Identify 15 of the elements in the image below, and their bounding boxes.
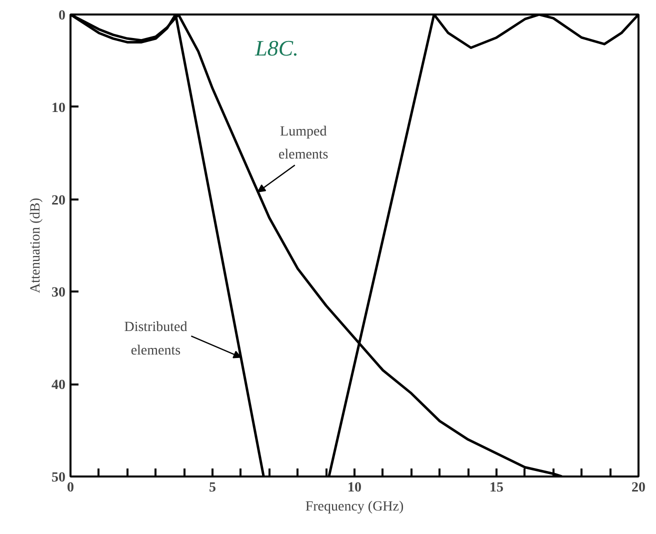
annotation: Distributed elements — [124, 320, 188, 358]
y-tick-label: 40 — [52, 378, 66, 394]
annotation: Lumped elements — [278, 124, 328, 162]
y-axis-title: Attenuation (dB) — [28, 198, 44, 294]
x-axis-title: Frequency (GHz) — [305, 500, 404, 514]
x-tick-label: 10 — [348, 480, 362, 496]
y-tick-label: 50 — [52, 470, 66, 486]
y-tick-label: 20 — [52, 193, 66, 208]
x-tick-label: 20 — [632, 480, 646, 496]
y-tick-label: 30 — [52, 286, 66, 301]
y-tick-label: 0 — [58, 8, 66, 24]
y-tick-label: 10 — [52, 100, 66, 116]
x-tick-label: 15 — [490, 480, 504, 496]
annotation: L8C. — [254, 36, 299, 61]
x-tick-label: 5 — [209, 480, 216, 496]
